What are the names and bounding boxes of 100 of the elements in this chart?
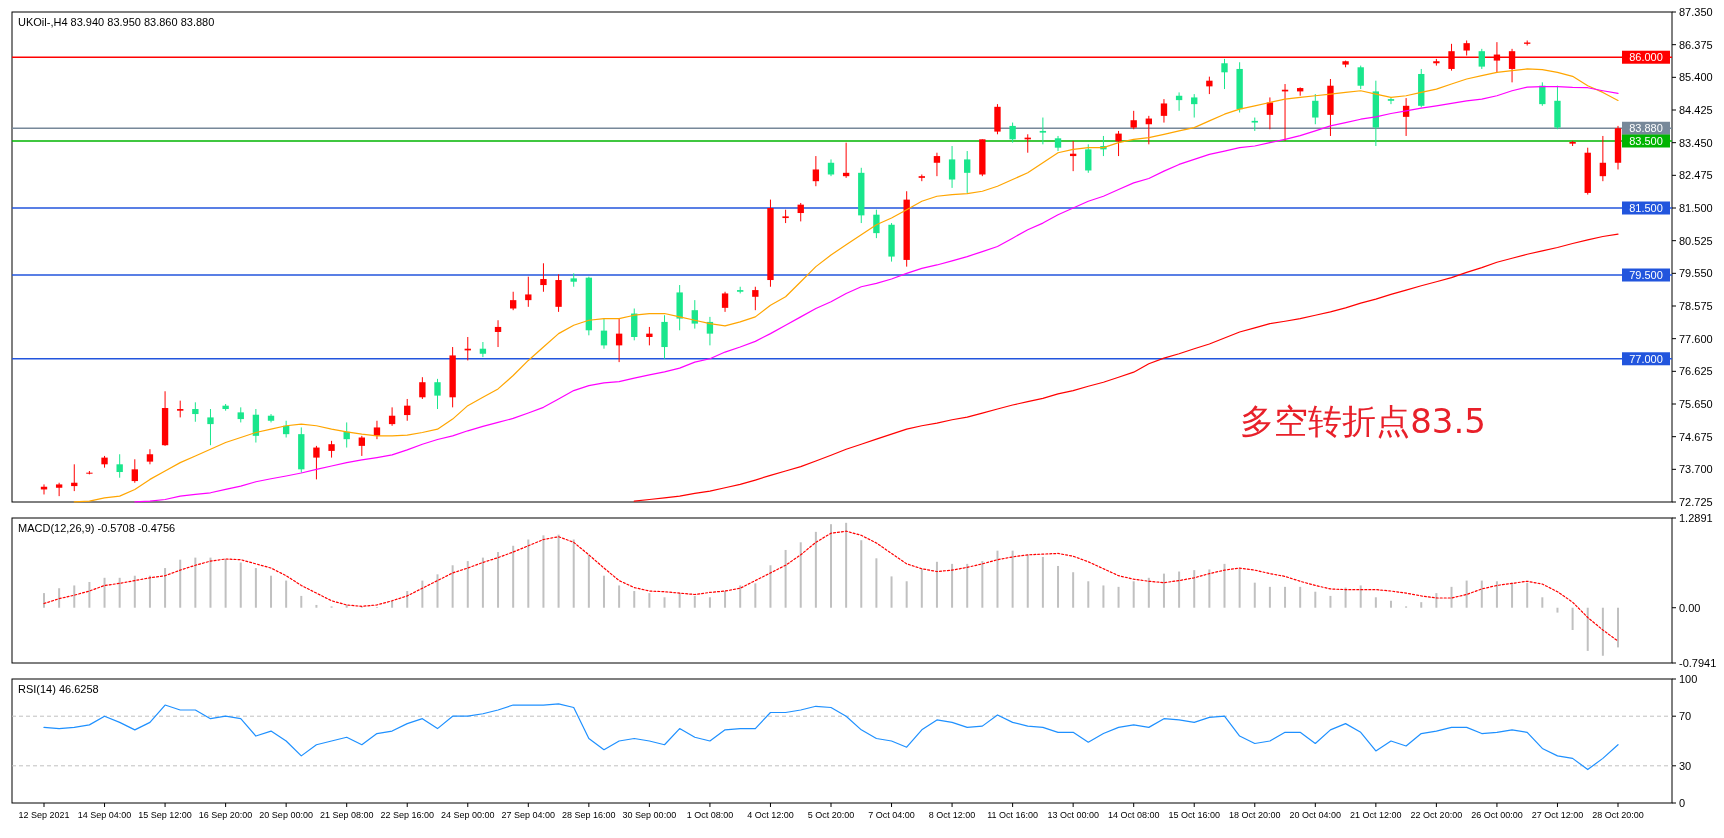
- candlestick: [797, 202, 804, 222]
- bar: [1617, 607, 1619, 648]
- bar: [1495, 581, 1498, 608]
- y-tick-label: 82.475: [1679, 169, 1713, 182]
- bar: [179, 559, 182, 608]
- y-tick-label: 1.2891: [1679, 512, 1713, 524]
- y-tick-label: 70: [1679, 710, 1692, 723]
- ref-line-label: 79.500: [1629, 269, 1663, 282]
- bar: [1571, 607, 1574, 630]
- bar: [860, 540, 863, 608]
- x-tick-label: 14 Oct 08:00: [1107, 810, 1160, 820]
- candlestick: [525, 276, 532, 308]
- candlestick: [540, 262, 547, 293]
- candlestick: [948, 145, 956, 189]
- candlestick: [1599, 135, 1607, 182]
- bar: [118, 577, 121, 608]
- bar: [784, 549, 787, 608]
- bar: [391, 600, 394, 608]
- x-tick-label: 21 Sep 08:00: [319, 810, 374, 820]
- chart-title: UKOil-,H4 83.940 83.950 83.860 83.880: [18, 16, 215, 28]
- x-tick-label: 27 Oct 12:00: [1531, 810, 1584, 820]
- bar: [557, 534, 560, 608]
- x-tick-label: 8 Oct 12:00: [928, 810, 976, 820]
- x-tick-label: 1 Oct 08:00: [686, 810, 734, 820]
- y-tick-label: 75.650: [1679, 398, 1713, 410]
- y-tick-label: 83.450: [1679, 136, 1713, 149]
- bar: [209, 557, 212, 608]
- x-tick-label: 28 Oct 20:00: [1592, 810, 1644, 820]
- x-tick-label: 4 Oct 12:00: [747, 810, 794, 820]
- candlestick: [479, 341, 487, 358]
- candlestick: [1312, 93, 1319, 125]
- candlestick: [721, 291, 729, 313]
- y-tick-label: 74.675: [1679, 430, 1713, 443]
- bar: [1511, 582, 1514, 608]
- bar: [224, 559, 227, 608]
- bar: [1208, 569, 1211, 608]
- candlestick: [1160, 98, 1168, 124]
- bar: [648, 593, 651, 608]
- candlestick: [131, 458, 138, 484]
- bar: [1541, 597, 1544, 608]
- bar: [602, 575, 605, 608]
- bar: [1374, 597, 1377, 608]
- bar: [1556, 607, 1559, 613]
- x-tick-label: 16 Sep 20:00: [198, 810, 253, 820]
- candlestick: [1191, 93, 1198, 119]
- bar: [1389, 600, 1392, 608]
- candlestick: [1357, 65, 1364, 90]
- candlestick: [691, 299, 698, 330]
- ref-line-label: 81.500: [1629, 202, 1663, 214]
- candlestick: [116, 453, 123, 479]
- bar: [693, 595, 696, 608]
- bar: [1178, 571, 1181, 608]
- y-tick-label: 79.550: [1679, 267, 1713, 280]
- x-tick-label: 14 Sep 04:00: [77, 810, 132, 820]
- x-tick-label: 18 Oct 20:00: [1229, 810, 1281, 820]
- x-tick-label: 21 Oct 12:00: [1350, 810, 1402, 820]
- bar: [466, 561, 469, 608]
- ref-line-label: 86.000: [1629, 51, 1663, 64]
- candlestick: [1115, 130, 1122, 157]
- bar: [1344, 587, 1347, 608]
- candlestick: [388, 406, 396, 427]
- candlestick: [933, 152, 941, 177]
- bar: [1087, 581, 1090, 608]
- candlestick: [313, 445, 320, 480]
- y-tick-label: 78.575: [1679, 300, 1713, 312]
- bar: [814, 531, 817, 608]
- bar: [1193, 570, 1196, 608]
- bar: [845, 522, 848, 608]
- bar: [1132, 581, 1135, 608]
- candlestick: [55, 482, 63, 497]
- candlestick: [373, 420, 381, 440]
- bar: [285, 580, 288, 608]
- bar: [996, 550, 999, 608]
- bar: [678, 593, 681, 608]
- bar: [133, 575, 136, 608]
- y-tick-label: 80.525: [1679, 234, 1713, 247]
- x-tick-label: 26 Oct 00:00: [1471, 810, 1523, 820]
- bar: [148, 575, 151, 608]
- bar: [935, 561, 938, 608]
- y-tick-label: -0.7941: [1679, 657, 1717, 669]
- bar: [1465, 580, 1468, 608]
- bar: [406, 591, 409, 608]
- x-tick-label: 27 Sep 04:00: [501, 810, 556, 820]
- line-series: [633, 233, 1619, 502]
- bar: [920, 568, 923, 608]
- candlestick: [964, 150, 971, 194]
- candlestick: [1478, 48, 1485, 70]
- bar: [1420, 602, 1423, 608]
- x-tick-label: 24 Sep 00:00: [440, 810, 495, 820]
- y-tick-label: 0: [1679, 797, 1686, 809]
- bar: [421, 580, 424, 608]
- bar: [618, 585, 621, 608]
- bar: [769, 565, 772, 608]
- bar: [890, 576, 893, 608]
- bar: [1526, 582, 1529, 608]
- bar: [43, 593, 45, 608]
- bar: [1314, 591, 1317, 608]
- bar: [239, 562, 242, 608]
- candlestick: [494, 319, 502, 348]
- bar: [1450, 586, 1453, 608]
